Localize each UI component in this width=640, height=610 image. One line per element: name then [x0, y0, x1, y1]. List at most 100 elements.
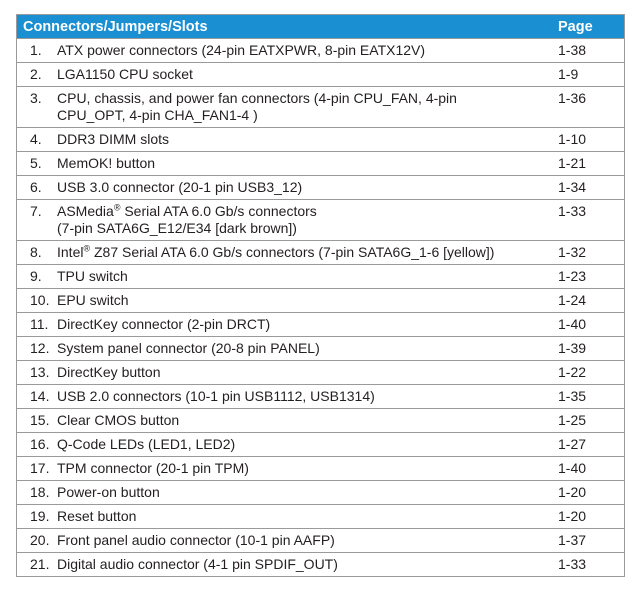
row-number: 21.: [30, 556, 50, 572]
table-row: 7. ASMedia® Serial ATA 6.0 Gb/s connector…: [17, 199, 624, 241]
table-row: 4. DDR3 DIMM slots 1-10: [17, 127, 624, 152]
row-description: EPU switch: [49, 288, 556, 313]
row-page: 1-20: [556, 480, 624, 505]
row-number: 3.: [17, 86, 49, 128]
description-line: LGA1150 CPU socket: [57, 66, 193, 82]
row-page: 1-24: [556, 288, 624, 313]
row-description: TPU switch: [49, 264, 556, 289]
description-line: MemOK! button: [57, 155, 156, 171]
row-description: ASMedia® Serial ATA 6.0 Gb/s connectors(…: [49, 199, 556, 241]
row-number: 2.: [17, 62, 49, 87]
table-row: 15. Clear CMOS button 1-25: [17, 408, 624, 433]
table-row: 16. Q-Code LEDs (LED1, LED2) 1-27: [17, 432, 624, 457]
description-line: Front panel audio connector (10-1 pin AA…: [57, 532, 335, 548]
row-description: Q-Code LEDs (LED1, LED2): [49, 432, 556, 457]
table-header-row: Connectors/Jumpers/Slots Page: [17, 15, 624, 39]
description-lead: Intel: [57, 244, 84, 260]
description-line: DDR3 DIMM slots: [57, 131, 170, 147]
row-number: 8.: [17, 240, 49, 265]
row-number: 5.: [17, 151, 49, 176]
description-line: DirectKey button: [57, 364, 161, 380]
table-row: 3. CPU, chassis, and power fan connectors…: [17, 86, 624, 128]
row-number: 16.: [17, 432, 49, 457]
row-page: 1-25: [556, 408, 624, 433]
row-description: CPU, chassis, and power fan connectors (…: [49, 86, 556, 128]
row-description: DDR3 DIMM slots: [49, 127, 556, 152]
description-line: System panel connector (20-8 pin PANEL): [57, 340, 320, 356]
header-title: Connectors/Jumpers/Slots: [17, 15, 556, 39]
description-line: Intel® Z87 Serial ATA 6.0 Gb/s connector…: [57, 244, 552, 261]
description-line: ASMedia® Serial ATA 6.0 Gb/s connectors: [57, 203, 552, 220]
row-description: Digital audio connector (4-1 pin SPDIF_O…: [49, 553, 556, 577]
description-line: CPU_OPT, 4-pin CHA_FAN1-4 ): [57, 107, 258, 123]
row-number: 9.: [17, 264, 49, 289]
table-row: 10. EPU switch 1-24: [17, 288, 624, 313]
row-number: 4.: [17, 127, 49, 152]
table-row: 5. MemOK! button 1-21: [17, 151, 624, 176]
row-description: LGA1150 CPU socket: [49, 62, 556, 87]
row-number: 20.: [17, 528, 49, 553]
description-line: TPM connector (20-1 pin TPM): [57, 460, 249, 476]
row-number: 1.: [17, 38, 49, 63]
row-number: 13.: [17, 360, 49, 385]
description-line: CPU, chassis, and power fan connectors (…: [57, 90, 457, 106]
table-row: 8. Intel® Z87 Serial ATA 6.0 Gb/s connect…: [17, 240, 624, 265]
row-number: 11.: [17, 312, 49, 337]
row-number: 12.: [17, 336, 49, 361]
row-description: Reset button: [49, 504, 556, 529]
table-row: 11. DirectKey connector (2-pin DRCT) 1-40: [17, 312, 624, 337]
table-row: 13. DirectKey button 1-22: [17, 360, 624, 385]
connectors-table: Connectors/Jumpers/Slots Page 1. ATX powe…: [17, 15, 624, 576]
row-number: 10.: [17, 288, 49, 313]
description-line: TPU switch: [57, 268, 128, 284]
row-number: 14.: [17, 384, 49, 409]
row-number: 17.: [17, 456, 49, 481]
row-description: Intel® Z87 Serial ATA 6.0 Gb/s connector…: [49, 240, 556, 265]
row-page: 1-22: [556, 360, 624, 385]
row-page: 1-37: [556, 528, 624, 553]
header-page: Page: [556, 15, 624, 39]
table-row: 21. Digital audio connector (4-1 pin SPDI…: [17, 553, 624, 577]
row-description: TPM connector (20-1 pin TPM): [49, 456, 556, 481]
row-description: Front panel audio connector (10-1 pin AA…: [49, 528, 556, 553]
table-row: 19. Reset button 1-20: [17, 504, 624, 529]
table-row: 9. TPU switch 1-23: [17, 264, 624, 289]
description-line: ATX power connectors (24-pin EATXPWR, 8-…: [57, 42, 426, 58]
row-page: 1-32: [556, 240, 624, 265]
description-line: USB 2.0 connectors (10-1 pin USB1112, US…: [57, 388, 375, 404]
row-description: USB 3.0 connector (20-1 pin USB3_12): [49, 175, 556, 200]
registered-mark: ®: [83, 243, 91, 254]
row-page: 1-20: [556, 504, 624, 529]
connectors-table-frame: Connectors/Jumpers/Slots Page 1. ATX powe…: [16, 14, 625, 577]
description-line: Reset button: [57, 508, 137, 524]
row-page: 1-23: [556, 264, 624, 289]
description-line: Power-on button: [57, 484, 160, 500]
row-page: 1-35: [556, 384, 624, 409]
row-page: 1-10: [556, 127, 624, 152]
description-line: Q-Code LEDs (LED1, LED2): [57, 436, 236, 452]
row-description: Clear CMOS button: [49, 408, 556, 433]
table-row: 17. TPM connector (20-1 pin TPM) 1-40: [17, 456, 624, 481]
description-text: Serial ATA 6.0 Gb/s connectors: [120, 203, 317, 219]
row-number: 7.: [17, 199, 49, 241]
table-row: 1. ATX power connectors (24-pin EATXPWR, …: [17, 38, 624, 63]
row-description: USB 2.0 connectors (10-1 pin USB1112, US…: [49, 384, 556, 409]
row-description: DirectKey button: [49, 360, 556, 385]
row-page: 1-33: [556, 199, 624, 241]
row-number: 19.: [17, 504, 49, 529]
row-number: 15.: [17, 408, 49, 433]
row-description: Power-on button: [49, 480, 556, 505]
description-line: Clear CMOS button: [57, 412, 180, 428]
row-description: System panel connector (20-8 pin PANEL): [49, 336, 556, 361]
row-number: 18.: [17, 480, 49, 505]
table-row: 14. USB 2.0 connectors (10-1 pin USB1112,…: [17, 384, 624, 409]
row-page: 1-36: [556, 86, 624, 128]
row-page: 1-9: [556, 62, 624, 87]
table-body: 1. ATX power connectors (24-pin EATXPWR, …: [17, 38, 624, 577]
row-page: 1-39: [556, 336, 624, 361]
description-line: USB 3.0 connector (20-1 pin USB3_12): [57, 179, 303, 195]
registered-mark: ®: [113, 202, 121, 213]
description-text: Z87 Serial ATA 6.0 Gb/s connectors (7-pi…: [90, 244, 495, 260]
table-row: 20. Front panel audio connector (10-1 pin…: [17, 528, 624, 553]
row-page: 1-33: [558, 556, 587, 572]
